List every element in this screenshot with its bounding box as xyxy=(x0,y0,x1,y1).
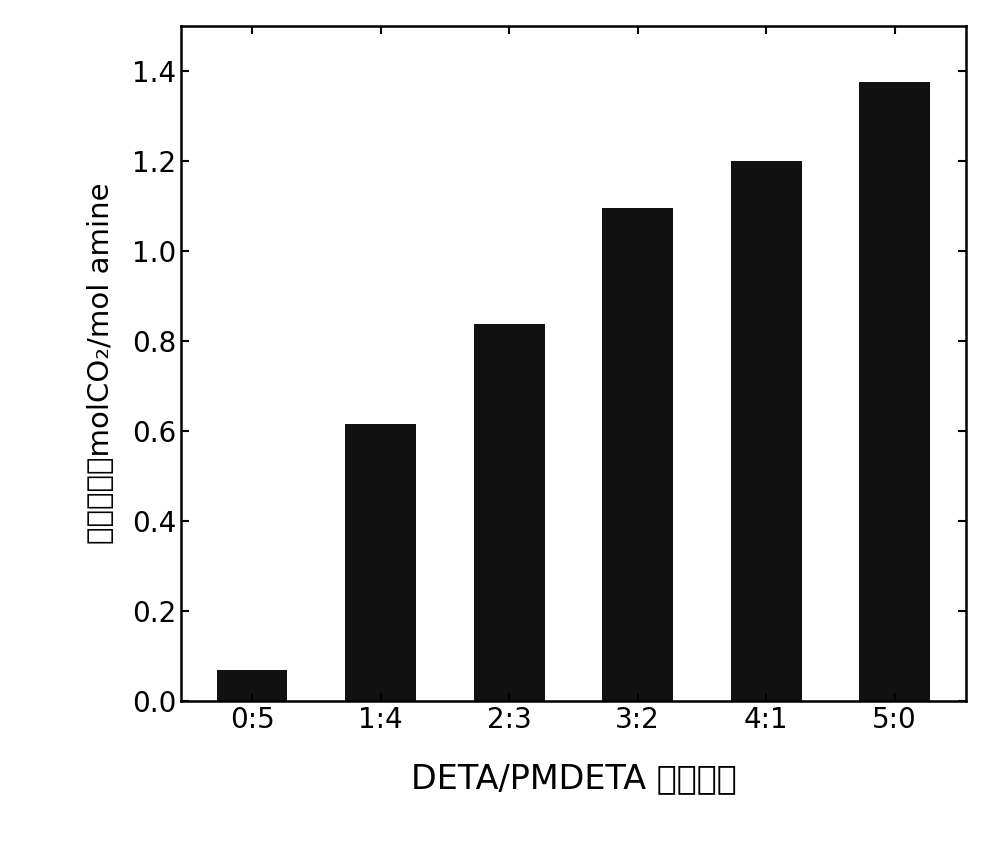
Y-axis label: 吸收负荷，molCO₂/mol amine: 吸收负荷，molCO₂/mol amine xyxy=(88,183,115,544)
X-axis label: DETA/PMDETA 摩尔配比: DETA/PMDETA 摩尔配比 xyxy=(410,762,736,795)
Bar xyxy=(216,670,288,701)
Bar xyxy=(603,208,673,701)
Bar xyxy=(474,324,544,701)
Bar xyxy=(859,82,931,701)
Bar xyxy=(345,424,415,701)
Bar xyxy=(731,161,802,701)
